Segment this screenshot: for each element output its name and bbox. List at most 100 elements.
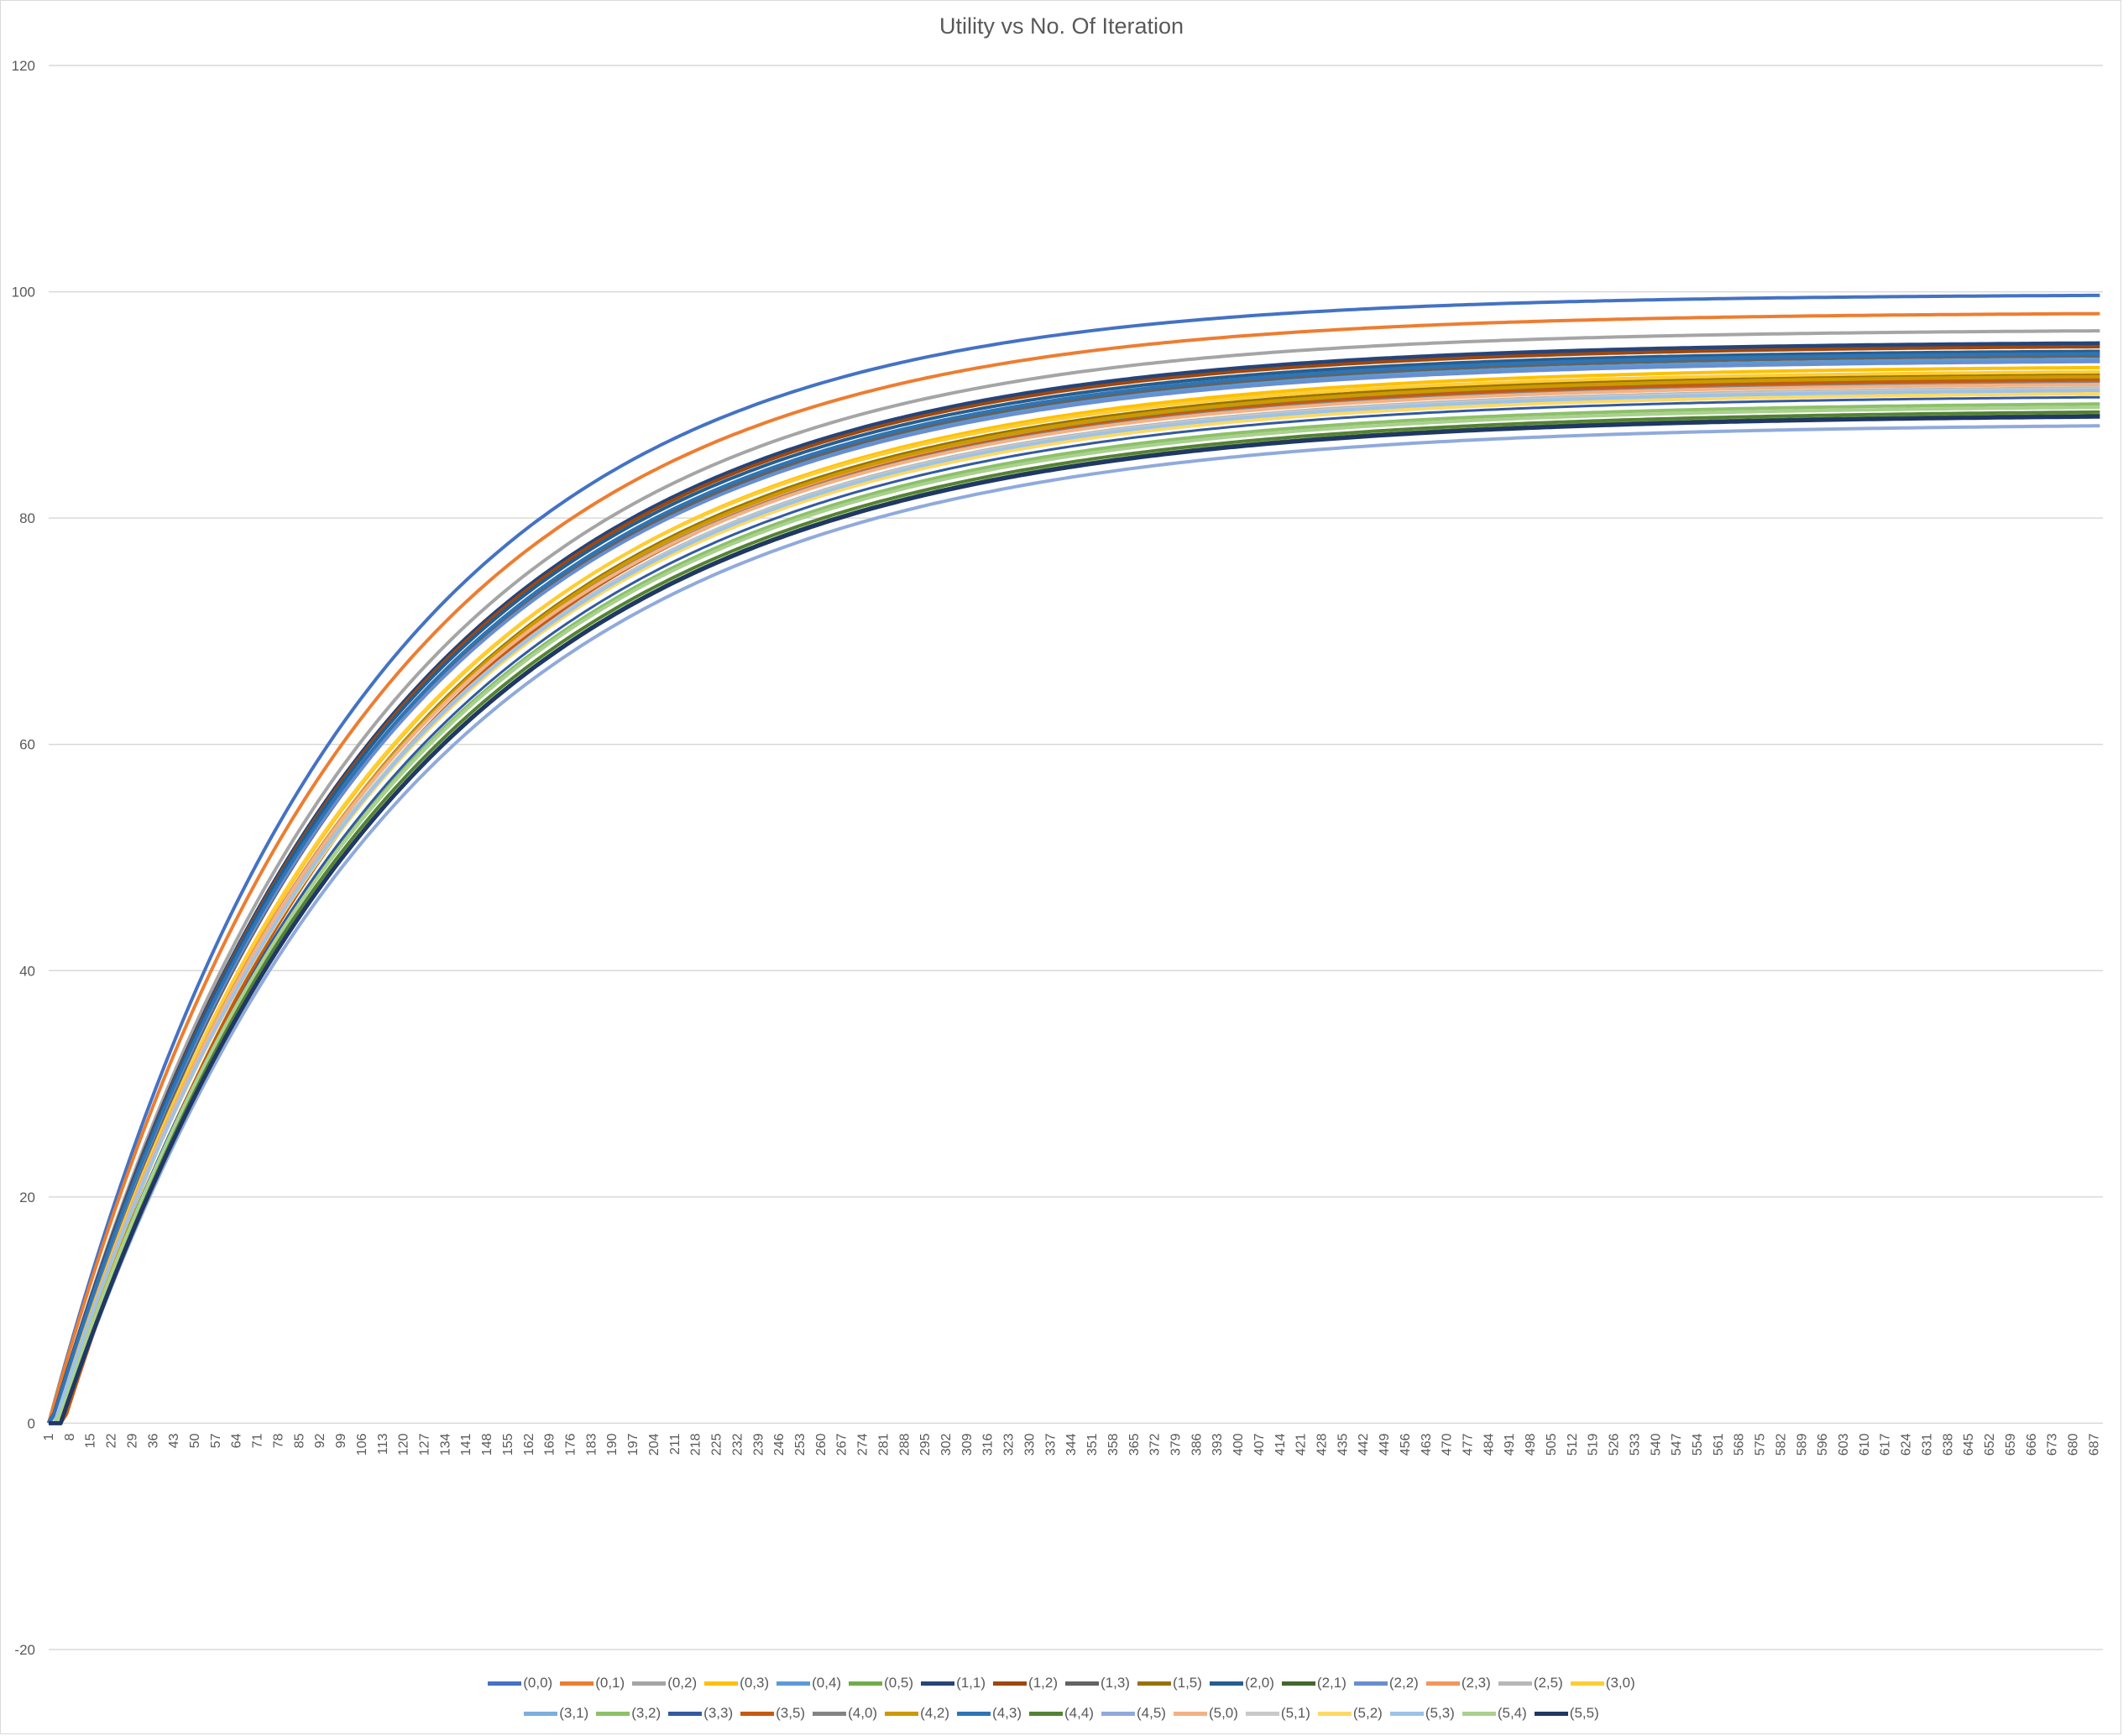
series-line: [47, 329, 2100, 1425]
legend-item: (4,2): [885, 1705, 949, 1722]
x-tick-label: 8: [63, 1433, 77, 1441]
x-tick-label: 687: [2087, 1433, 2101, 1456]
series-line: [49, 390, 2100, 1425]
x-tick-label: 533: [1628, 1433, 1642, 1456]
legend-item: (5,2): [1317, 1705, 1383, 1722]
x-tick-label: 498: [1524, 1433, 1538, 1456]
series-line: [49, 381, 2100, 1425]
x-tick-label: 64: [230, 1433, 244, 1448]
legend-item: (3,3): [668, 1705, 733, 1722]
x-tick-label: 1: [42, 1433, 56, 1441]
series-line: [49, 388, 2100, 1425]
x-tick-label: 57: [209, 1433, 223, 1448]
series-line: [47, 345, 2100, 1425]
legend-swatch: [704, 1681, 739, 1686]
legend-item: (1,2): [993, 1675, 1058, 1692]
x-tick-label: 575: [1754, 1433, 1768, 1456]
legend-label: (5,4): [1497, 1705, 1527, 1721]
legend-swatch: [993, 1681, 1028, 1686]
series-line: [49, 370, 2100, 1425]
x-tick-label: 568: [1733, 1433, 1747, 1456]
x-tick-label: 15: [84, 1433, 98, 1448]
series-line: [49, 414, 2100, 1425]
legend-swatch: [524, 1711, 558, 1716]
legend-item: (5,5): [1534, 1705, 1599, 1722]
legend-item: (3,0): [1570, 1675, 1635, 1692]
x-tick-label: 407: [1252, 1433, 1267, 1456]
legend-item: (5,4): [1462, 1705, 1527, 1722]
legend-item: (4,4): [1029, 1705, 1094, 1722]
series-line: [49, 402, 2100, 1425]
legend-label: (4,2): [920, 1705, 950, 1721]
x-tick-label: 50: [188, 1433, 202, 1448]
x-tick-label: 547: [1670, 1433, 1684, 1456]
x-tick-label: 176: [564, 1433, 578, 1456]
legend-label: (1,2): [1028, 1675, 1058, 1691]
series-line: [49, 376, 2100, 1425]
legend-swatch: [1209, 1681, 1243, 1686]
legend-label: (3,2): [631, 1705, 661, 1721]
legend-label: (1,3): [1101, 1675, 1130, 1691]
legend-item: (3,1): [524, 1705, 588, 1722]
x-tick-label: 680: [2066, 1433, 2080, 1456]
x-tick-label: 29: [125, 1433, 139, 1448]
x-tick-label: 92: [313, 1433, 327, 1448]
legend-label: (2,3): [1461, 1675, 1491, 1691]
series-line: [49, 378, 2100, 1425]
x-tick-label: 225: [710, 1433, 724, 1456]
legend-label: (0,1): [595, 1675, 625, 1691]
x-tick-label: 428: [1315, 1433, 1330, 1456]
legend-swatch: [885, 1711, 919, 1716]
legend-label: (0,4): [812, 1675, 842, 1691]
legend-label: (0,0): [523, 1675, 553, 1691]
legend-item: (0,3): [704, 1675, 769, 1692]
x-tick-label: 365: [1127, 1433, 1142, 1456]
legend-swatch: [777, 1681, 811, 1686]
series-line: [49, 386, 2100, 1425]
legend-swatch: [560, 1681, 594, 1686]
legend-item: (3,5): [740, 1705, 805, 1722]
series-line: [49, 387, 2100, 1425]
x-tick-label: 652: [1983, 1433, 1997, 1456]
x-tick-label: 484: [1482, 1433, 1496, 1456]
x-tick-label: 477: [1462, 1433, 1476, 1456]
legend-swatch: [1389, 1711, 1424, 1716]
series-line: [47, 358, 2100, 1425]
series-line: [47, 293, 2100, 1424]
y-tick-label: 20: [19, 1190, 35, 1205]
legend-item: (1,3): [1065, 1675, 1130, 1692]
x-tick-label: 71: [251, 1433, 265, 1448]
x-tick-label: 309: [960, 1433, 975, 1456]
x-tick-label: 589: [1795, 1433, 1809, 1456]
y-tick-label: 80: [19, 510, 35, 526]
legend-label: (3,0): [1605, 1675, 1635, 1691]
x-tick-label: 155: [501, 1433, 515, 1456]
x-tick-label: 99: [334, 1433, 348, 1448]
x-tick-label: 43: [167, 1433, 181, 1448]
x-tick-label: 596: [1816, 1433, 1830, 1456]
legend-item: (1,1): [921, 1675, 986, 1692]
x-tick-label: 400: [1231, 1433, 1246, 1456]
legend-swatch: [1029, 1711, 1064, 1716]
legend-label: (1,1): [956, 1675, 986, 1691]
legend-item: (0,0): [488, 1675, 552, 1692]
legend-label: (2,5): [1533, 1675, 1563, 1691]
x-tick-label: 435: [1336, 1433, 1350, 1456]
series-line: [49, 374, 2100, 1425]
series-line: [49, 383, 2100, 1425]
legend-item: (0,2): [632, 1675, 697, 1692]
x-tick-label: 393: [1211, 1433, 1225, 1456]
x-tick-label: 148: [480, 1433, 494, 1456]
legend-swatch: [488, 1681, 522, 1686]
legend-swatch: [921, 1681, 955, 1686]
x-tick-label: 267: [835, 1433, 850, 1456]
series-line: [46, 341, 2100, 1425]
legend-row: (3,1) (3,2) (3,3) (3,5) (4,0) (4,2) (4,3) (4,4)…: [0, 1705, 2123, 1722]
legend-label: (5,3): [1425, 1705, 1455, 1721]
x-tick-label: 232: [730, 1433, 745, 1456]
x-tick-label: 379: [1169, 1433, 1183, 1456]
x-tick-label: 85: [292, 1433, 306, 1448]
x-tick-label: 134: [438, 1433, 452, 1456]
legend-label: (0,3): [740, 1675, 770, 1691]
legend-item: (2,5): [1498, 1675, 1563, 1692]
